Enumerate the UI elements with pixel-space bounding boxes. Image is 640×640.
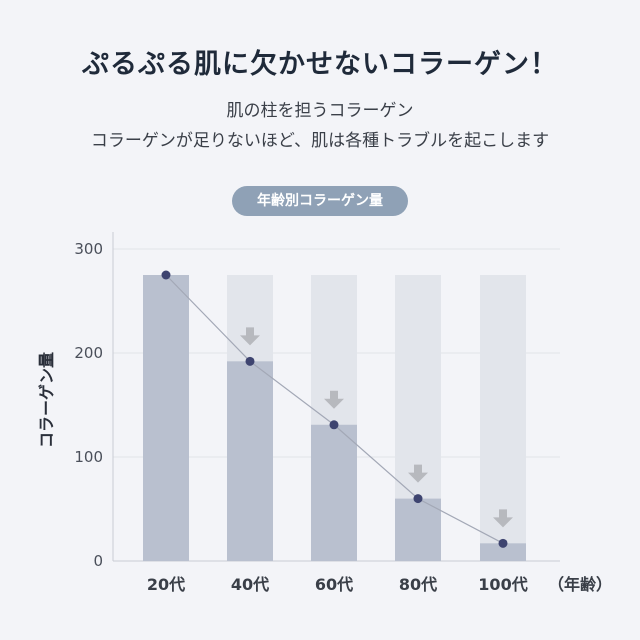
x-axis-label: （年齢） [548, 575, 612, 594]
y-tick-label: 300 [74, 240, 103, 258]
x-tick-label: 100代 [478, 575, 527, 594]
down-arrow-icon [324, 390, 344, 409]
y-tick-label: 200 [74, 344, 103, 362]
data-point [329, 420, 339, 430]
bar [143, 275, 189, 561]
bar [311, 424, 357, 561]
data-point [161, 270, 171, 280]
y-tick-label: 100 [74, 448, 103, 466]
x-tick-label: 80代 [399, 575, 437, 594]
data-point [413, 494, 423, 504]
bar [395, 498, 441, 561]
down-arrow-icon [240, 327, 260, 346]
x-tick-label: 40代 [231, 575, 269, 594]
bar [480, 543, 526, 561]
subtitle-line-1: 肌の柱を担うコラーゲン [226, 101, 414, 121]
y-axis-label: コラーゲン量 [37, 352, 56, 448]
down-arrow-icon [493, 509, 513, 528]
x-tick-label: 60代 [315, 575, 353, 594]
page-title: ぷるぷる肌に欠かせないコラーゲン！ [82, 49, 558, 80]
data-point [245, 356, 255, 366]
y-tick-label: 0 [93, 552, 103, 570]
bar [227, 361, 273, 561]
data-point [498, 538, 508, 548]
x-tick-label: 20代 [147, 575, 185, 594]
subtitle-line-2: コラーゲンが足りないほど、肌は各種トラブルを起こします [90, 131, 550, 151]
chart-title-badge: 年齢別コラーゲン量 [232, 186, 408, 216]
down-arrow-icon [408, 464, 428, 483]
